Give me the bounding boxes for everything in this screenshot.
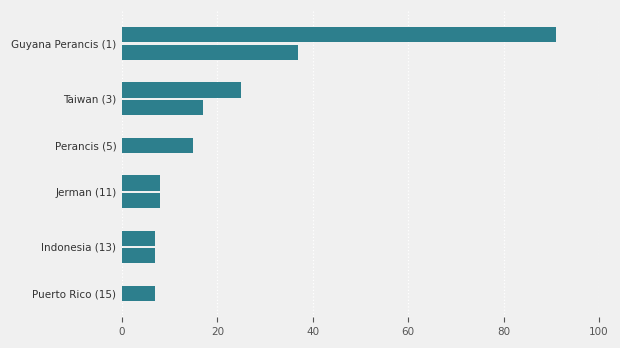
Bar xyxy=(122,138,193,153)
Bar xyxy=(122,45,298,60)
Bar xyxy=(122,286,156,301)
Bar xyxy=(122,231,156,246)
Bar xyxy=(122,175,160,191)
Bar xyxy=(122,100,203,115)
Bar xyxy=(122,27,556,42)
Bar xyxy=(122,82,241,98)
Bar xyxy=(122,248,156,263)
Bar xyxy=(122,193,160,208)
